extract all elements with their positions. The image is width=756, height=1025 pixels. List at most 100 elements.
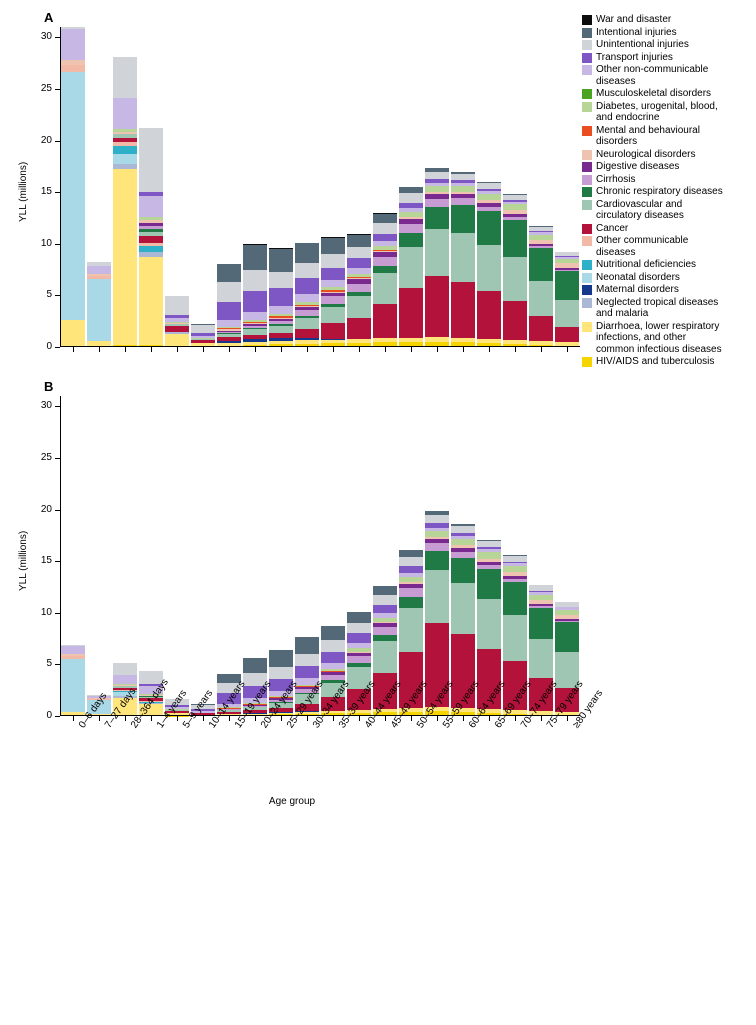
bar-0 xyxy=(61,645,86,716)
bar-0 xyxy=(61,27,86,347)
seg-other_ncd xyxy=(243,312,268,320)
legend-item-musculo: Musculoskeletal disorders xyxy=(582,88,742,100)
seg-unintentional xyxy=(425,172,450,180)
legend-label: Intentional injuries xyxy=(596,27,677,39)
seg-cirrhosis xyxy=(373,257,398,266)
seg-cirrhosis xyxy=(399,588,424,597)
seg-cvd xyxy=(529,639,554,678)
seg-unintentional xyxy=(269,272,294,289)
seg-intentional xyxy=(243,245,268,270)
seg-chronic_resp xyxy=(555,622,580,652)
seg-intentional xyxy=(269,249,294,272)
seg-unintentional xyxy=(321,640,346,651)
legend-label: Chronic respiratory diseases xyxy=(596,186,723,198)
legend-item-cancer: Cancer xyxy=(582,223,742,235)
legend-swatch xyxy=(582,285,592,295)
x-labels: 0–6 days7–27 days28–364 days1–4 years5–9… xyxy=(4,716,580,794)
legend-swatch xyxy=(582,175,592,185)
seg-neonatal xyxy=(113,154,138,164)
seg-intentional xyxy=(347,235,372,247)
seg-unintentional xyxy=(425,515,450,523)
seg-unintentional xyxy=(165,296,190,315)
legend-label: Neonatal disorders xyxy=(596,272,680,284)
seg-unintentional xyxy=(295,654,320,666)
seg-cvd xyxy=(503,257,528,300)
seg-cancer xyxy=(139,236,164,243)
seg-unintentional xyxy=(399,193,424,202)
ytick-label: 5 xyxy=(4,658,52,669)
seg-cancer xyxy=(321,323,346,338)
legend-label: Other communicable diseases xyxy=(596,235,726,258)
bar-7 xyxy=(243,244,268,347)
seg-unintentional xyxy=(139,128,164,192)
seg-unintentional xyxy=(347,623,372,633)
x-tick-label: 10–14 years xyxy=(207,724,216,730)
legend-item-other_comm: Other communicable diseases xyxy=(582,235,742,258)
seg-chronic_resp xyxy=(373,266,398,273)
ytick-label: 25 xyxy=(4,83,52,94)
x-tick-label: 35–39 years xyxy=(337,724,346,730)
legend-label: Diabetes, urogenital, blood, and endocri… xyxy=(596,101,726,124)
legend-item-other_ncd: Other non-communicable diseases xyxy=(582,64,742,87)
x-tick-label: 25–29 years xyxy=(285,724,294,730)
seg-unintentional xyxy=(321,254,346,267)
x-tick-label: 30–34 years xyxy=(311,724,320,730)
seg-intentional xyxy=(295,243,320,263)
seg-other_ncd xyxy=(217,320,242,327)
seg-transport xyxy=(295,666,320,678)
seg-chronic_resp xyxy=(399,233,424,246)
seg-other_ncd xyxy=(321,280,346,287)
bar-15 xyxy=(451,172,476,347)
seg-unintentional xyxy=(373,595,398,605)
seg-cirrhosis xyxy=(321,296,346,303)
ytick-label: 25 xyxy=(4,452,52,463)
seg-cvd xyxy=(347,296,372,318)
x-tick-label: 60–64 years xyxy=(467,724,476,730)
ytick-label: 10 xyxy=(4,607,52,618)
chart-area: 051015202530YLL (millions) xyxy=(4,396,582,716)
bar-18 xyxy=(529,226,554,347)
legend-label: Nutritional deficiencies xyxy=(596,259,696,271)
legend-swatch xyxy=(582,28,592,38)
seg-cvd xyxy=(529,281,554,315)
seg-other_comm xyxy=(61,65,86,72)
seg-transport xyxy=(347,633,372,642)
seg-unintentional xyxy=(191,325,216,333)
seg-chronic_resp xyxy=(425,207,450,229)
seg-cancer xyxy=(503,301,528,340)
seg-other_ncd xyxy=(295,294,320,302)
seg-chronic_resp xyxy=(555,271,580,300)
seg-chronic_resp xyxy=(425,551,450,570)
plot-box xyxy=(60,396,580,716)
seg-intentional xyxy=(269,650,294,667)
seg-chronic_resp xyxy=(477,211,502,245)
x-tick-label: 5–9 years xyxy=(181,724,190,730)
seg-chronic_resp xyxy=(451,205,476,234)
seg-chronic_resp xyxy=(529,608,554,639)
legend-label: Neurological disorders xyxy=(596,149,696,161)
x-tick-label: 15–19 years xyxy=(233,724,242,730)
seg-cvd xyxy=(425,229,450,276)
seg-unintentional xyxy=(217,282,242,302)
seg-cancer xyxy=(425,276,450,337)
ytick-label: 30 xyxy=(4,400,52,411)
seg-cancer xyxy=(347,318,372,340)
seg-cvd xyxy=(555,300,580,328)
legend-item-cirrhosis: Cirrhosis xyxy=(582,174,742,186)
seg-intentional xyxy=(373,214,398,223)
legend-item-neuro: Neurological disorders xyxy=(582,149,742,161)
legend-swatch xyxy=(582,260,592,270)
x-tick-label: 1–4 years xyxy=(155,724,164,730)
x-tick-label: 40–44 years xyxy=(363,724,372,730)
seg-transport xyxy=(269,288,294,306)
legend-item-war: War and disaster xyxy=(582,14,742,26)
seg-neonatal xyxy=(87,279,112,341)
bar-1 xyxy=(87,262,112,347)
bar-6 xyxy=(217,264,242,347)
bar-17 xyxy=(503,194,528,347)
y-axis-title: YLL (millions) xyxy=(18,531,29,591)
legend-swatch xyxy=(582,187,592,197)
seg-neonatal xyxy=(61,72,86,320)
legend-item-maternal: Maternal disorders xyxy=(582,284,742,296)
seg-intentional xyxy=(321,238,346,255)
